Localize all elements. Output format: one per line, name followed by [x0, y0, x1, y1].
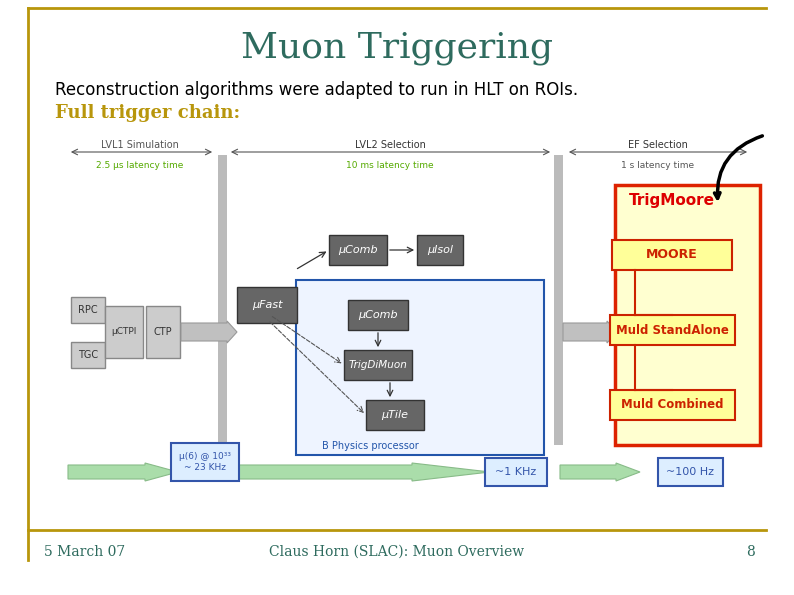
Text: 2.5 μs latency time: 2.5 μs latency time — [96, 161, 183, 170]
Text: 10 ms latency time: 10 ms latency time — [346, 161, 434, 170]
Bar — [610, 390, 734, 420]
Text: RPC: RPC — [78, 305, 98, 315]
Text: TGC: TGC — [78, 350, 98, 360]
Bar — [417, 235, 463, 265]
Text: Reconstruction algorithms were adapted to run in HLT on ROIs.: Reconstruction algorithms were adapted t… — [55, 81, 578, 99]
Text: MOORE: MOORE — [646, 249, 698, 261]
Text: μ(6) @ 10³³
~ 23 KHz: μ(6) @ 10³³ ~ 23 KHz — [179, 452, 231, 472]
Bar — [329, 235, 387, 265]
Bar — [485, 458, 547, 486]
Bar — [71, 297, 105, 323]
Bar — [296, 280, 544, 455]
Bar — [105, 306, 143, 358]
FancyArrow shape — [181, 321, 237, 343]
Text: μComb: μComb — [338, 245, 378, 255]
Text: 1 s latency time: 1 s latency time — [622, 161, 695, 170]
Bar — [344, 350, 412, 380]
Text: Full trigger chain:: Full trigger chain: — [55, 104, 240, 122]
FancyArrow shape — [230, 463, 490, 481]
Text: TrigMoore: TrigMoore — [629, 193, 715, 208]
Bar — [366, 400, 424, 430]
Text: μCTPI: μCTPI — [111, 327, 137, 337]
Text: μTile: μTile — [381, 410, 408, 420]
FancyArrow shape — [560, 463, 640, 481]
Text: EF Selection: EF Selection — [628, 140, 688, 150]
Text: Muld StandAlone: Muld StandAlone — [615, 324, 728, 337]
Text: Muld Combined: Muld Combined — [621, 399, 723, 412]
Bar — [218, 155, 227, 445]
Bar — [348, 300, 408, 330]
Text: B Physics processor: B Physics processor — [322, 441, 418, 451]
Text: μIsol: μIsol — [427, 245, 453, 255]
Text: Muon Triggering: Muon Triggering — [241, 31, 553, 65]
Bar — [171, 443, 239, 481]
Text: ~100 Hz: ~100 Hz — [666, 467, 714, 477]
Bar — [612, 240, 732, 270]
Text: LVL1 Simulation: LVL1 Simulation — [101, 140, 179, 150]
Text: Claus Horn (SLAC): Muon Overview: Claus Horn (SLAC): Muon Overview — [269, 545, 525, 559]
Bar — [71, 342, 105, 368]
Text: μComb: μComb — [358, 310, 398, 320]
Bar — [657, 458, 723, 486]
Bar — [615, 185, 760, 445]
Bar — [237, 287, 297, 323]
Text: CTP: CTP — [154, 327, 172, 337]
Text: μFast: μFast — [252, 300, 282, 310]
Bar — [146, 306, 180, 358]
Text: 8: 8 — [746, 545, 755, 559]
Text: 5 March 07: 5 March 07 — [44, 545, 125, 559]
Bar — [610, 315, 734, 345]
Text: TrigDiMuon: TrigDiMuon — [349, 360, 407, 370]
FancyArrow shape — [563, 321, 617, 343]
FancyArrow shape — [68, 463, 178, 481]
Bar — [554, 155, 563, 445]
Text: LVL2 Selection: LVL2 Selection — [355, 140, 426, 150]
Text: ~1 KHz: ~1 KHz — [495, 467, 537, 477]
